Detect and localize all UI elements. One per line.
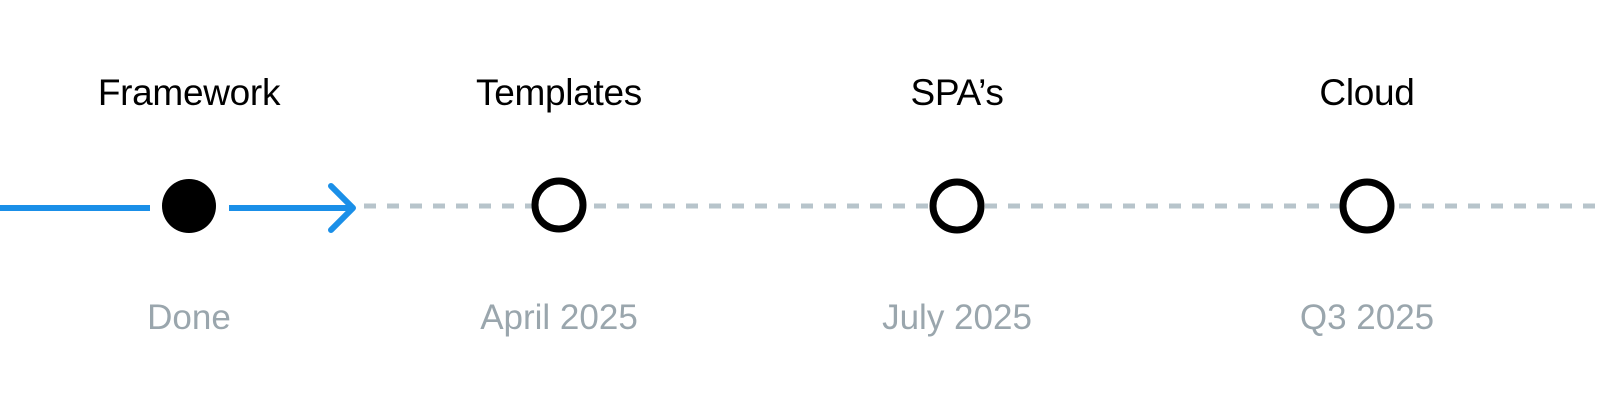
milestone-date-cloud: Q3 2025 bbox=[1299, 298, 1435, 337]
milestone-date-templates: April 2025 bbox=[480, 298, 638, 337]
milestone-date-framework: Done bbox=[147, 298, 231, 337]
milestone-title-templates: Templates bbox=[476, 72, 642, 113]
milestone-node-templates bbox=[531, 177, 587, 233]
milestone-title-framework: Framework bbox=[97, 72, 281, 113]
milestone-node-framework bbox=[162, 179, 216, 233]
milestone-node-cloud bbox=[1339, 178, 1395, 234]
milestone-title-cloud: Cloud bbox=[1319, 72, 1415, 113]
progress-arrow-icon bbox=[328, 183, 356, 233]
milestone-node-spas bbox=[929, 178, 985, 234]
milestone-date-spas: July 2025 bbox=[882, 298, 1032, 337]
milestone-title-spas: SPA’s bbox=[910, 72, 1004, 113]
